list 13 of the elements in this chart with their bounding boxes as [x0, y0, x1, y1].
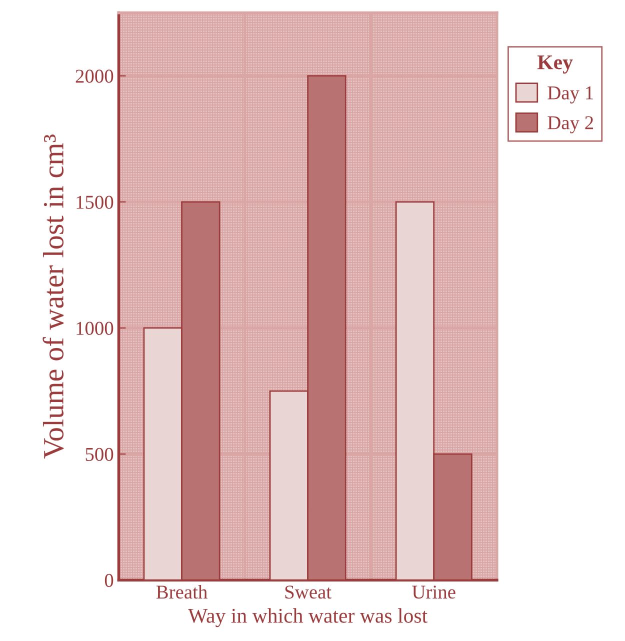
- y-tick-label: 0: [104, 574, 114, 588]
- legend-label: Day 2: [548, 116, 594, 134]
- y-tick-label: 1500: [76, 196, 114, 209]
- legend-label: Day 1: [548, 86, 593, 104]
- y-tick-label: 1000: [76, 322, 114, 335]
- y-tick-label: 2000: [76, 70, 114, 83]
- legend-title: Key: [537, 55, 573, 74]
- x-tick-label: Sweat: [285, 586, 332, 599]
- x-tick-label: Urine: [412, 586, 456, 599]
- x-tick-label: Breath: [156, 584, 208, 599]
- y-tick-label: 500: [86, 448, 114, 461]
- y-axis-title: Volume of water lost in cm³: [42, 134, 64, 459]
- x-axis-title: Way in which water was lost: [188, 608, 428, 628]
